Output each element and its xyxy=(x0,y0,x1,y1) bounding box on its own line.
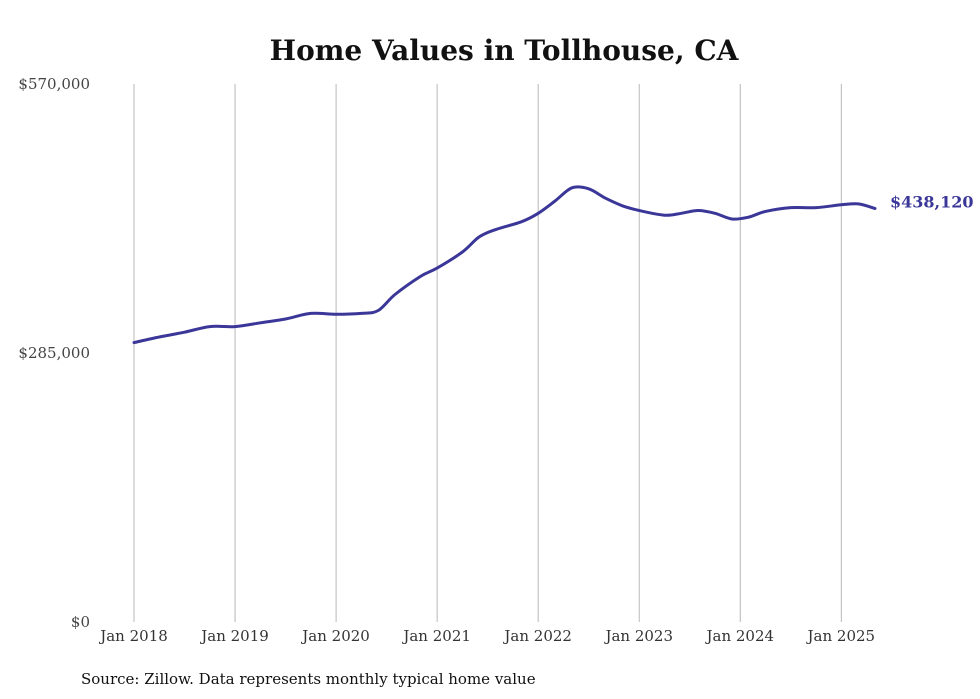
x-tick-label: Jan 2020 xyxy=(300,627,370,645)
x-tick-label: Jan 2019 xyxy=(199,627,269,645)
x-tick-label: Jan 2022 xyxy=(502,627,572,645)
y-axis-ticks: $570,000 $285,000 $0 xyxy=(18,75,90,631)
y-tick-label: $570,000 xyxy=(18,75,90,93)
x-tick-label: Jan 2025 xyxy=(806,627,876,645)
x-tick-label: Jan 2021 xyxy=(401,627,471,645)
x-tick-label: Jan 2018 xyxy=(98,627,168,645)
y-tick-label: $285,000 xyxy=(18,344,90,362)
x-tick-label: Jan 2024 xyxy=(704,627,774,645)
source-note: Source: Zillow. Data represents monthly … xyxy=(81,670,536,688)
end-value-label: $438,120 xyxy=(890,192,974,211)
series-line xyxy=(132,185,877,345)
x-tick-label: Jan 2023 xyxy=(603,627,673,645)
grid-lines xyxy=(133,84,842,622)
x-axis-ticks: Jan 2018 Jan 2019 Jan 2020 Jan 2021 Jan 2022… xyxy=(98,627,875,645)
y-tick-label: $0 xyxy=(71,613,90,631)
chart-title: Home Values in Tollhouse, CA xyxy=(270,34,740,67)
